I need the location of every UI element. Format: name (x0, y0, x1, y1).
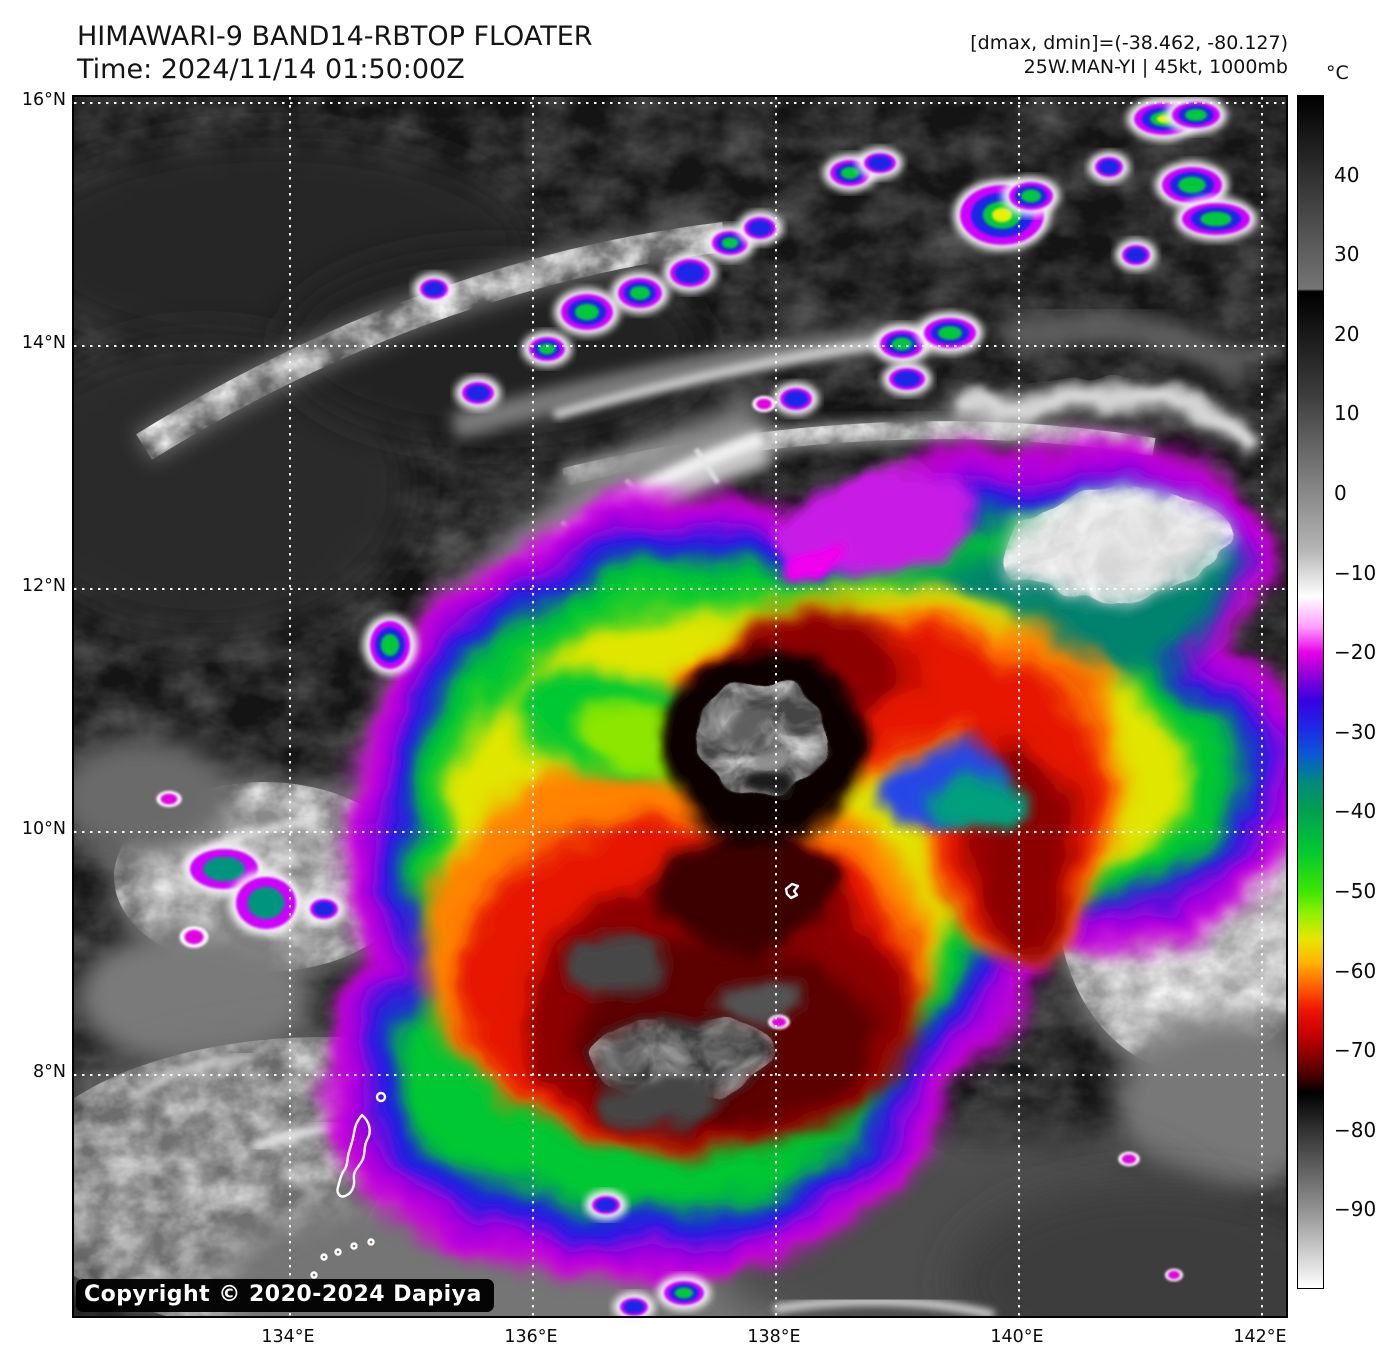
convective-cell-layer (756, 398, 772, 410)
lon-tick-label: 136°E (504, 1327, 558, 1347)
convective-cell-layer (313, 901, 335, 917)
satellite-scene (74, 97, 1286, 1316)
colorbar-tick-label: −40 (1334, 799, 1377, 824)
convective-cell-layer (595, 1198, 617, 1212)
island-dot (350, 1242, 358, 1250)
eye-streak (724, 712, 774, 738)
convective-cell-layer (380, 633, 400, 657)
lon-tick-label: 142°E (1233, 1327, 1287, 1347)
lon-tick-label: 140°E (990, 1327, 1044, 1347)
colorbar-tick-label: 30 (1334, 242, 1360, 267)
convective-cell-layer (160, 793, 178, 805)
convective-cell-layer (675, 262, 705, 284)
lon-tick-label: 134°E (261, 1327, 315, 1347)
convective-cell-layer (748, 219, 772, 237)
convective-cell-layer (893, 370, 921, 388)
convective-cell-layer (771, 1017, 787, 1027)
colorbar-tick-label: −80 (1334, 1117, 1377, 1142)
convective-cell-layer (629, 286, 651, 300)
colorbar-tick-label: −30 (1334, 719, 1377, 744)
convective-cell-layer (184, 929, 204, 945)
dmax-dmin-readout: [dmax, dmin]=(-38.462, -80.127) (970, 32, 1288, 54)
storm-gray-mottling (559, 937, 804, 1130)
storm-near-eye-dark (654, 827, 834, 947)
convective-cell-layer (538, 343, 556, 355)
lon-tick-label: 138°E (747, 1327, 801, 1347)
island-dot (310, 1271, 318, 1279)
convective-cell-layer (938, 326, 962, 340)
convective-cell-layer (721, 237, 739, 249)
lat-tick-label: 12°N (21, 576, 66, 596)
colorbar-tick-label: 10 (1334, 401, 1360, 426)
colorbar-tick-label: −10 (1334, 560, 1377, 585)
convective-cell-layer (1184, 109, 1208, 121)
convective-cell-layer (991, 207, 1013, 223)
storm-white-pocket-texture (1002, 486, 1226, 598)
colorbar-tick-label: 20 (1334, 321, 1360, 346)
title-block: HIMAWARI-9 BAND14-RBTOP FLOATER Time: 20… (77, 20, 593, 86)
convective-cell-layer (1178, 176, 1206, 194)
convective-cell-layer (1121, 1154, 1137, 1164)
info-block: [dmax, dmin]=(-38.462, -80.127) 25W.MAN-… (970, 31, 1288, 79)
island-dot (320, 1253, 328, 1261)
eye-bright-spot (754, 753, 794, 777)
convective-cell-layer (891, 337, 913, 351)
convective-cell-layer (1098, 159, 1120, 175)
island-outline-palau (336, 1113, 371, 1198)
storm-id-readout: 25W.MAN-YI | 45kt, 1000mb (1023, 56, 1288, 78)
satellite-map: Copyright © 2020-2024 Dapiya (72, 95, 1288, 1318)
graticule (74, 97, 1286, 1316)
convective-cell-layer (784, 390, 808, 408)
colorbar-tick-label: −90 (1334, 1197, 1377, 1222)
lat-tick-label: 16°N (21, 90, 66, 110)
island-dot (367, 1238, 375, 1246)
colorbar-unit-label: °C (1326, 62, 1349, 84)
lat-tick-label: 14°N (21, 333, 66, 353)
convective-cell-layer (247, 886, 285, 920)
colorbar-tick-label: −70 (1334, 1038, 1377, 1063)
colorbar-tick-label: 0 (1334, 481, 1347, 505)
convective-cell-layer (202, 856, 246, 882)
convective-cell-layer (1125, 247, 1147, 263)
convective-cell-layer (868, 155, 892, 171)
colorbar-tick-label: −60 (1334, 958, 1377, 983)
island-outline-small (375, 1091, 387, 1103)
convective-cell-layer (1200, 211, 1232, 227)
colorbar (1297, 95, 1324, 1289)
typhoon-man-yi (322, 385, 1286, 1282)
eye-texture (701, 679, 827, 805)
island-outlines (310, 882, 800, 1279)
lat-tick-label: 8°N (33, 1062, 66, 1082)
eye-dark-notch (744, 780, 804, 804)
convective-cell-layer (840, 167, 860, 179)
convective-cell-layer (674, 1287, 694, 1299)
convective-cell-layer (1020, 189, 1042, 203)
convective-cell-layer (623, 1300, 645, 1314)
storm-teal-notch (931, 773, 1027, 825)
island-outline-center (784, 882, 800, 900)
colorbar-tick-label: −20 (1334, 640, 1377, 665)
storm-ne-white-band (960, 385, 1272, 460)
copyright-badge: Copyright © 2020-2024 Dapiya (76, 1279, 494, 1312)
convective-cell-layer (423, 281, 445, 297)
colorbar-tick-label: −50 (1334, 879, 1377, 903)
storm-magenta-streak (787, 548, 845, 582)
colorbar-tick-label: 40 (1334, 162, 1360, 187)
convective-cell-layer (466, 384, 490, 402)
lat-tick-label: 10°N (21, 819, 66, 839)
convective-cells (156, 97, 1257, 1316)
timestamp: Time: 2024/11/14 01:50:00Z (77, 54, 465, 85)
convective-cell-layer (1168, 1270, 1180, 1280)
product-title: HIMAWARI-9 BAND14-RBTOP FLOATER (77, 21, 593, 52)
convective-cell-layer (575, 303, 599, 321)
island-dot (334, 1248, 342, 1256)
